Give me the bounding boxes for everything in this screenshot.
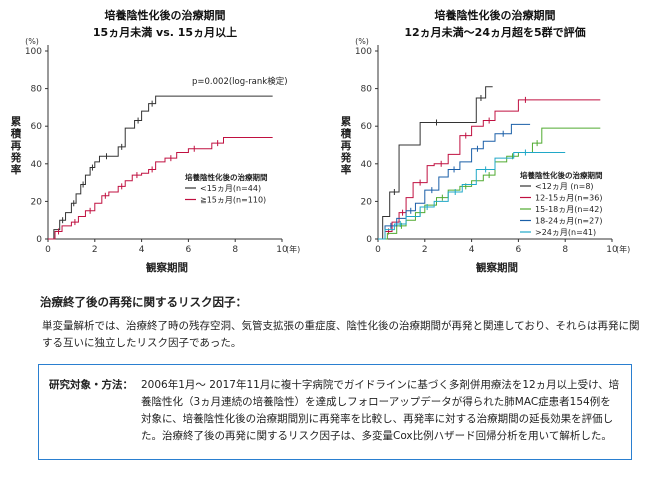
legend-entry-1: <15ヵ月(n=44) <box>200 184 261 193</box>
y-tick-label: 60 <box>31 122 43 132</box>
x-tick-label: 4 <box>139 245 145 255</box>
x-axis-label: 観察期間 <box>476 261 518 274</box>
x-tick-label: 8 <box>562 245 568 255</box>
chart-subtitle: 15ヵ月未満 vs. 15ヵ月以上 <box>93 25 237 39</box>
y-tick-label: 20 <box>361 197 373 207</box>
y-axis-label-char: 再 <box>341 140 352 152</box>
legend-entry-3: 15-18ヵ月(n=42) <box>535 205 602 214</box>
chart-title: 培養陰性化後の治療期間 <box>105 8 226 22</box>
x-tick-label: 6 <box>516 245 522 255</box>
y-axis-label-char: 率 <box>341 163 352 176</box>
y-tick-label: 80 <box>31 85 43 95</box>
x-tick-label: 2 <box>422 245 428 255</box>
series-line-5 <box>378 152 566 240</box>
risk-factor-heading: 治療終了後の再発に関するリスク因子： <box>40 295 247 309</box>
y-axis-unit: (%) <box>355 37 369 46</box>
series-line-1 <box>48 95 273 240</box>
x-tick-label: 2 <box>92 245 98 255</box>
x-axis-label: 観察期間 <box>146 261 188 274</box>
series-line-2 <box>48 136 273 240</box>
y-tick-label: 0 <box>36 235 42 245</box>
study-method-label: 研究対象・方法： <box>49 379 133 391</box>
series-line-3 <box>378 127 601 240</box>
chart-title: 培養陰性化後の治療期間 <box>435 8 556 22</box>
chart-subtitle: 12ヵ月未満～24ヵ月超を5群で評価 <box>404 25 585 39</box>
y-axis-label-char: 発 <box>340 151 352 164</box>
x-tick-label: 4 <box>469 245 475 255</box>
risk-factor-section: 治療終了後の再発に関するリスク因子： 単変量解析では、治療終了時の残存空洞、気管… <box>40 294 640 352</box>
x-tick-label: 10 <box>606 245 618 255</box>
legend-entry-2: ≧15ヵ月(n=110) <box>200 196 266 205</box>
y-tick-label: 0 <box>366 235 372 245</box>
x-axis-unit: (年) <box>616 244 630 254</box>
y-tick-label: 80 <box>361 85 373 95</box>
p-value-annotation: p=0.002(log-rank検定) <box>192 76 288 87</box>
series-line-4 <box>378 123 531 240</box>
y-axis-label-char: 発 <box>10 151 22 164</box>
y-axis-label-char: 累 <box>341 116 352 128</box>
y-axis-label-char: 累 <box>11 116 22 128</box>
x-axis-unit: (年) <box>286 244 300 254</box>
y-axis-label-char: 積 <box>340 127 352 140</box>
legend-entry-4: 18-24ヵ月(n=27) <box>535 217 602 226</box>
x-tick-label: 0 <box>375 245 381 255</box>
risk-factor-body: 単変量解析では、治療終了時の残存空洞、気管支拡張の重症度、陰性化後の治療期間が再… <box>42 320 640 349</box>
y-tick-label: 100 <box>355 47 372 57</box>
legend-entry-1: <12ヵ月 (n=8) <box>535 182 594 191</box>
y-axis-unit: (%) <box>25 37 39 46</box>
study-method-text: 2006年1月～ 2017年11月に複十字病院でガイドラインに基づく多剤併用療法… <box>141 379 620 442</box>
y-axis-label-char: 積 <box>10 127 22 140</box>
km-chart-right: 培養陰性化後の治療期間12ヵ月未満～24ヵ月超を5群で評価(%)02040608… <box>340 8 631 274</box>
legend-entry-2: 12-15ヵ月(n=36) <box>535 194 602 203</box>
y-axis-label-char: 率 <box>11 163 22 176</box>
legend-title: 培養陰性化後の治療期間 <box>185 172 268 182</box>
legend-title: 培養陰性化後の治療期間 <box>520 170 603 180</box>
x-tick-label: 10 <box>276 245 288 255</box>
series-line-1 <box>378 86 493 240</box>
study-method-box: 研究対象・方法： 2006年1月～ 2017年11月に複十字病院でガイドラインに… <box>38 364 632 460</box>
y-tick-label: 60 <box>361 122 373 132</box>
y-tick-label: 100 <box>25 47 42 57</box>
x-tick-label: 8 <box>232 245 238 255</box>
y-tick-label: 40 <box>31 160 43 170</box>
y-tick-label: 20 <box>31 197 43 207</box>
x-tick-label: 6 <box>186 245 192 255</box>
y-axis-label-char: 再 <box>11 140 22 152</box>
y-tick-label: 40 <box>361 160 373 170</box>
legend-entry-5: >24ヵ月(n=41) <box>535 228 596 237</box>
x-tick-label: 0 <box>45 245 51 255</box>
